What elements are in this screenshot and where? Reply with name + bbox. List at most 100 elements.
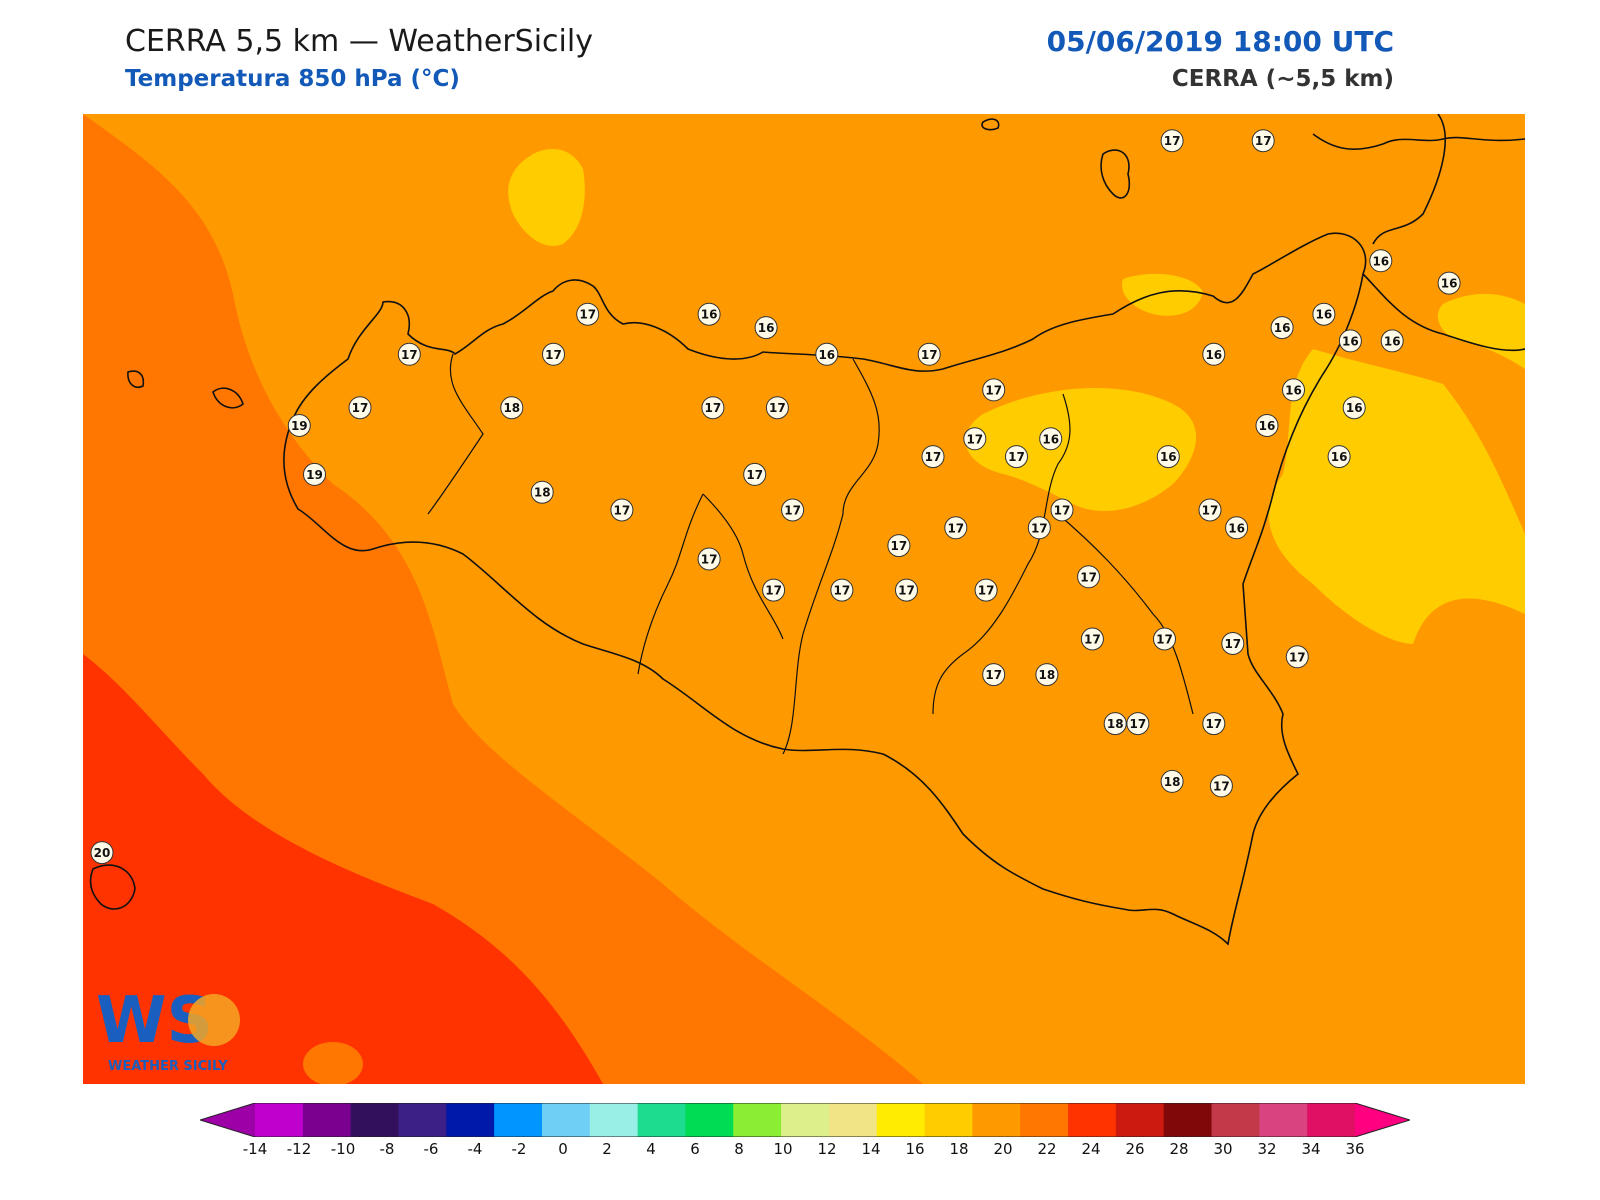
station-value: 16 [818,348,835,362]
valid-datetime: 05/06/2019 18:00 UTC [1046,25,1394,58]
colorbar-swatch [828,1103,878,1137]
colorbar-tick-label: 0 [558,1140,568,1158]
station-value: 17 [1054,504,1071,518]
station-marker: 16 [1338,329,1362,353]
station-value: 16 [1259,419,1276,433]
station-dot [542,342,565,366]
station-marker: 18 [1103,712,1127,736]
colorbar-tick-label: 14 [861,1140,881,1158]
station-marker: 17 [348,396,372,420]
station-dot [1027,516,1051,540]
station-dot [1103,712,1127,736]
station-dot [1209,774,1233,798]
colorbar-swatch [350,1103,399,1137]
station-value: 18 [1164,775,1181,789]
station-value: 16 [1331,450,1348,464]
station-marker: 17 [1153,627,1176,651]
station-dot [1342,396,1366,420]
station-marker: 16 [1282,378,1305,402]
station-marker: 19 [303,462,326,486]
station-dot [530,480,554,504]
colorbar-tick-label: 30 [1213,1140,1233,1158]
station-marker: 17 [397,342,421,366]
station-dot [1077,565,1101,589]
station-marker: 17 [1126,712,1150,736]
colorbar-swatch [685,1103,734,1137]
station-marker: 16 [815,342,839,366]
station-value: 17 [966,432,983,446]
colorbar-tick-label: 2 [602,1140,612,1158]
station-dot [1198,498,1222,522]
station-dot [1221,632,1245,655]
station-marker: 17 [743,462,767,486]
station-markers: 17 17 17 16 16 17 17 16 17 16 16 16 16 16 16 16 17 16 16 17… [90,129,1461,865]
station-marker: 17 [1077,565,1101,589]
logo-sun-icon [188,994,240,1046]
station-marker: 16 [1225,516,1249,540]
temperature-spot-18-20 [303,1042,363,1084]
station-marker: 17 [917,342,941,366]
temperature-colorbar [200,1103,1410,1137]
station-dot [397,342,421,366]
station-dot [781,498,805,522]
station-marker: 17 [1251,129,1275,153]
colorbar-tick-label: 32 [1257,1140,1277,1158]
station-dot [1160,769,1184,793]
station-value: 17 [1084,633,1101,647]
temperature-band-18-20 [83,114,923,1084]
station-dot [963,427,987,451]
station-dot [348,396,372,420]
station-dot [1338,329,1362,353]
station-dot [1202,342,1226,366]
station-marker: 20 [90,841,114,865]
map-canvas: 17 17 17 16 16 17 17 16 17 16 16 16 16 16 16 16 17 16 16 17… [83,114,1525,1084]
map-title: CERRA 5,5 km — WeatherSicily [125,24,593,59]
station-marker: 18 [1035,663,1059,687]
station-value: 17 [1224,637,1241,651]
station-dot [1035,663,1059,687]
station-marker: 17 [1160,129,1184,153]
colorbar-swatch [398,1103,447,1137]
station-value: 17 [784,504,801,518]
station-value: 18 [503,401,520,415]
station-marker: 17 [762,578,786,602]
station-marker: 16 [697,302,721,326]
station-marker: 17 [895,578,918,602]
station-value: 16 [1228,521,1245,535]
station-value: 17 [401,348,418,362]
station-value: 17 [1202,504,1219,518]
station-value: 17 [947,521,964,535]
station-dot [1153,627,1176,651]
colorbar-swatch [1163,1103,1213,1137]
station-dot [1282,378,1305,402]
coastline [89,114,1525,946]
station-value: 16 [1042,432,1059,446]
map-subtitle: Temperatura 850 hPa (°C) [125,66,460,92]
station-value: 16 [1384,334,1401,348]
colorbar-swatch [1115,1103,1165,1137]
station-value: 17 [1031,521,1048,535]
station-marker: 17 [982,663,1006,687]
station-dot [815,342,839,366]
station-value: 17 [579,308,596,322]
station-marker: 18 [500,396,524,420]
colorbar-swatch [1259,1103,1308,1137]
station-value: 18 [1107,717,1124,731]
station-marker: 17 [921,445,945,469]
colorbar-tick-label: 12 [817,1140,837,1158]
colorbar-swatch [200,1103,255,1137]
station-dot [762,578,786,602]
station-value: 16 [1441,277,1458,291]
station-dot [576,302,600,326]
station-marker: 16 [1380,329,1404,353]
station-marker: 16 [1437,271,1461,295]
colorbar-tick-label: 24 [1081,1140,1101,1158]
station-dot [1255,414,1279,437]
station-value: 16 [1316,308,1333,322]
station-value: 17 [545,348,562,362]
station-dot [1225,516,1249,540]
station-marker: 16 [1369,249,1393,273]
logo-text: WEATHER SICILY [108,1059,228,1074]
colorbar-swatch [1355,1103,1410,1137]
station-value: 16 [1285,383,1302,397]
